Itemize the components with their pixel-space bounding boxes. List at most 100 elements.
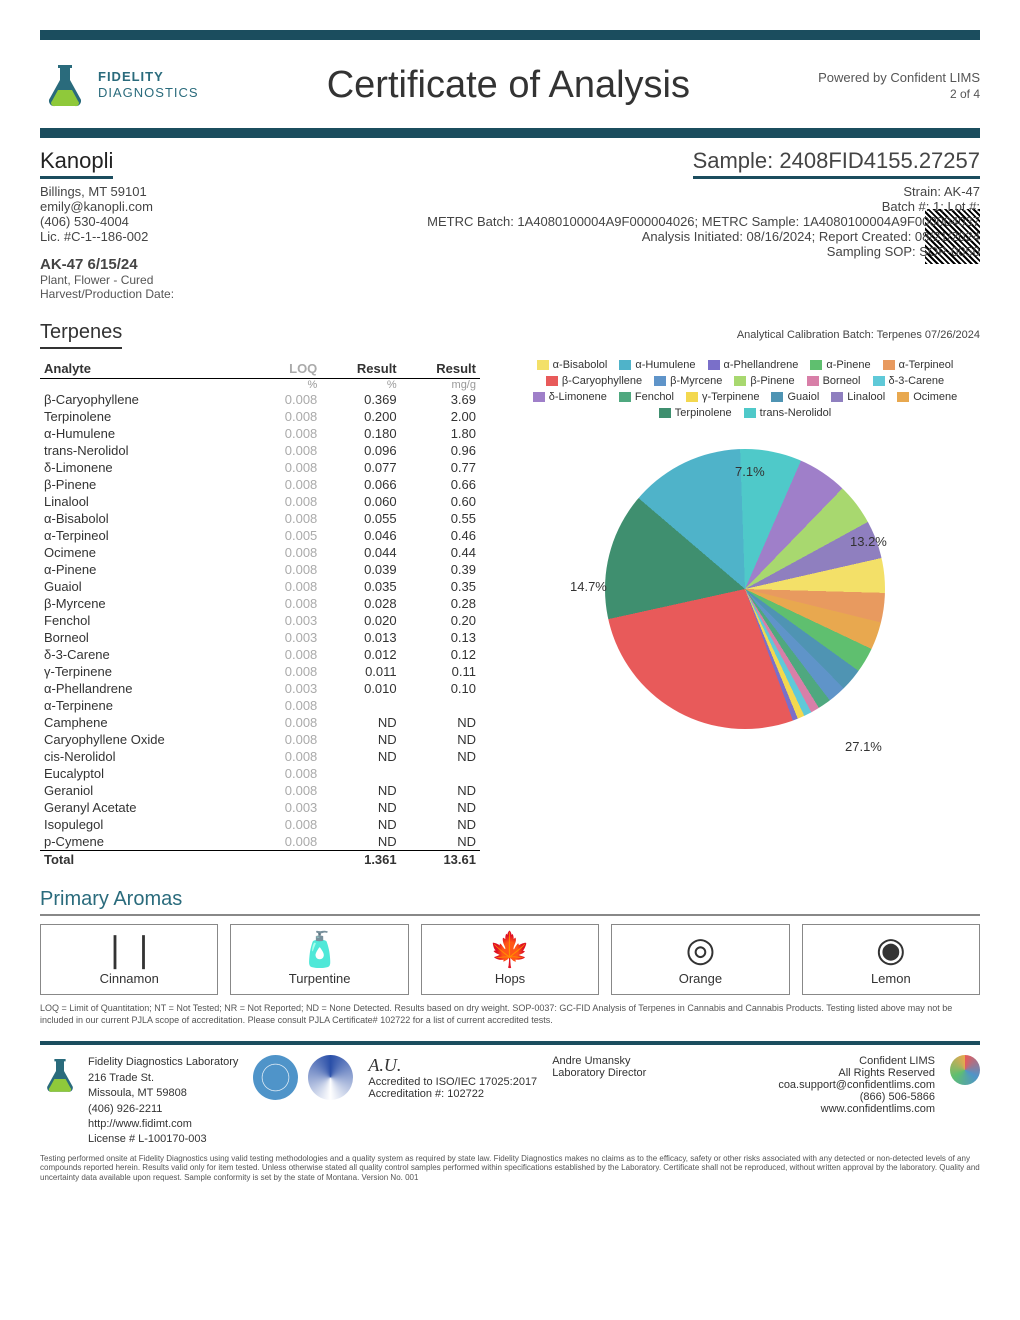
table-row: β-Pinene0.0080.0660.66	[40, 476, 480, 493]
footer-lab-city: Missoula, MT 59808	[88, 1086, 238, 1101]
page-number: 2 of 4	[818, 87, 980, 101]
legend-item: Linalool	[831, 391, 885, 403]
aroma-icon: ◎	[616, 933, 784, 967]
client-email: emily@kanopli.com	[40, 199, 174, 214]
table-row: Geraniol0.008NDND	[40, 782, 480, 799]
footer-flask-icon	[40, 1055, 80, 1095]
legend-item: β-Caryophyllene	[546, 375, 642, 387]
table-row: Geranyl Acetate0.003NDND	[40, 799, 480, 816]
calibration-batch: Analytical Calibration Batch: Terpenes 0…	[737, 329, 980, 341]
table-row: α-Terpineol0.0050.0460.46	[40, 527, 480, 544]
aroma-card: 🧴 Turpentine	[230, 924, 408, 995]
footer: Fidelity Diagnostics Laboratory 216 Trad…	[40, 1041, 980, 1147]
footer-lab-phone: (406) 926-2211	[88, 1102, 238, 1117]
legend-item: Ocimene	[897, 391, 957, 403]
logo-block: FIDELITY DIAGNOSTICS	[40, 60, 199, 110]
footer-lab-url: http://www.fidimt.com	[88, 1117, 238, 1132]
sample-name: AK-47 6/15/24	[40, 256, 174, 273]
aroma-icon: 🍁	[426, 933, 594, 967]
aroma-label: Cinnamon	[45, 971, 213, 986]
logo-line2: DIAGNOSTICS	[98, 85, 199, 101]
table-row: Eucalyptol0.008	[40, 765, 480, 782]
legend-item: α-Terpineol	[883, 359, 954, 371]
header: FIDELITY DIAGNOSTICS Certificate of Anal…	[40, 50, 980, 120]
mid-bar	[40, 128, 980, 138]
fineprint: LOQ = Limit of Quantitation; NT = Not Te…	[40, 1003, 980, 1026]
table-row: δ-Limonene0.0080.0770.77	[40, 459, 480, 476]
legend-item: Borneol	[807, 375, 861, 387]
table-row: Terpinolene0.0080.2002.00	[40, 408, 480, 425]
pie-label: 7.1%	[735, 464, 765, 479]
client-phone: (406) 530-4004	[40, 214, 174, 229]
th-analyte: Analyte	[40, 359, 254, 379]
unit-mgg: mg/g	[401, 379, 480, 392]
table-row: α-Humulene0.0080.1801.80	[40, 425, 480, 442]
terpenes-table: Analyte LOQ Result Result % % mg/g β-Car…	[40, 359, 480, 868]
table-row: Guaiol0.0080.0350.35	[40, 578, 480, 595]
aroma-label: Lemon	[807, 971, 975, 986]
unit-loq: %	[254, 379, 321, 392]
aroma-card: ◎ Orange	[611, 924, 789, 995]
table-row: δ-3-Carene0.0080.0120.12	[40, 646, 480, 663]
sample-analysis: Analysis Initiated: 08/16/2024; Report C…	[427, 229, 980, 244]
th-result-pct: Result	[321, 359, 400, 379]
legend-item: β-Pinene	[734, 375, 794, 387]
aroma-card: 🍁 Hops	[421, 924, 599, 995]
client-addr: Billings, MT 59101	[40, 184, 174, 199]
page-title: Certificate of Analysis	[327, 64, 690, 107]
section-title: Terpenes	[40, 321, 122, 349]
aroma-icon: ❘❘	[45, 933, 213, 967]
sample-type: Plant, Flower - Cured	[40, 273, 174, 287]
conf-email: coa.support@confidentlims.com	[778, 1079, 935, 1091]
pjla-badge-icon	[308, 1055, 353, 1100]
legend-item: Terpinolene	[659, 407, 732, 419]
table-row: Linalool0.0080.0600.60	[40, 493, 480, 510]
pie-label: 14.7%	[570, 579, 607, 594]
aroma-icon: ◉	[807, 933, 975, 967]
conf-name: Confident LIMS	[778, 1055, 935, 1067]
table-row: α-Terpinene0.008	[40, 697, 480, 714]
signature-icon: A.U.	[368, 1055, 537, 1076]
sample-batch: Batch #: 1; Lot #:	[427, 199, 980, 214]
table-row: β-Caryophyllene0.0080.3693.69	[40, 391, 480, 408]
accred-text2: Accreditation #: 102722	[368, 1088, 537, 1100]
table-row: Caryophyllene Oxide0.008NDND	[40, 731, 480, 748]
aromas-row: ❘❘ Cinnamon 🧴 Turpentine 🍁 Hops ◎ Orange ◉ Lemon	[40, 924, 980, 995]
client-lic: Lic. #C-1--186-002	[40, 229, 174, 244]
legend-item: β-Myrcene	[654, 375, 722, 387]
aroma-label: Hops	[426, 971, 594, 986]
sample-metrc: METRC Batch: 1A4080100004A9F000004026; M…	[427, 214, 980, 229]
pie-label: 27.1%	[845, 739, 882, 754]
legend-item: Guaiol	[771, 391, 819, 403]
th-result-mgg: Result	[401, 359, 480, 379]
footer-lab-addr: 216 Trade St.	[88, 1071, 238, 1086]
sig-name: Andre Umansky	[552, 1055, 646, 1067]
legend-item: γ-Terpinene	[686, 391, 759, 403]
conf-phone: (866) 506-5866	[778, 1091, 935, 1103]
aroma-card: ◉ Lemon	[802, 924, 980, 995]
table-row: Ocimene0.0080.0440.44	[40, 544, 480, 561]
aroma-card: ❘❘ Cinnamon	[40, 924, 218, 995]
table-row: Isopulegol0.008NDND	[40, 816, 480, 833]
powered-by: Powered by Confident LIMS	[818, 70, 980, 85]
disclaimer: Testing performed onsite at Fidelity Dia…	[40, 1154, 980, 1183]
conf-url: www.confidentlims.com	[778, 1103, 935, 1115]
th-loq: LOQ	[254, 359, 321, 379]
footer-lab-lic: License # L-100170-003	[88, 1132, 238, 1147]
legend-item: α-Pinene	[810, 359, 870, 371]
footer-lab-name: Fidelity Diagnostics Laboratory	[88, 1055, 238, 1070]
logo-line1: FIDELITY	[98, 69, 199, 85]
table-row: γ-Terpinene0.0080.0110.11	[40, 663, 480, 680]
table-row: trans-Nerolidol0.0080.0960.96	[40, 442, 480, 459]
aroma-label: Orange	[616, 971, 784, 986]
legend-item: α-Humulene	[619, 359, 695, 371]
aroma-icon: 🧴	[235, 933, 403, 967]
unit-pct: %	[321, 379, 400, 392]
pie-label: 13.2%	[850, 534, 887, 549]
sample-harvest: Harvest/Production Date:	[40, 287, 174, 301]
aroma-label: Turpentine	[235, 971, 403, 986]
client-name: Kanopli	[40, 148, 113, 179]
table-row: Camphene0.008NDND	[40, 714, 480, 731]
legend-item: Fenchol	[619, 391, 674, 403]
sample-sop: Sampling SOP: SOP-0050	[427, 244, 980, 259]
